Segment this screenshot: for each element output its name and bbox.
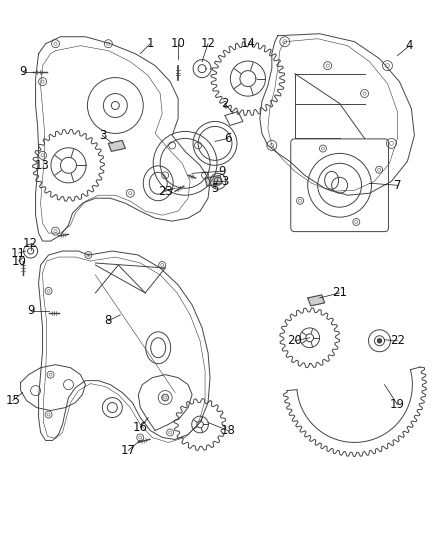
Text: 5: 5 xyxy=(211,182,219,195)
Text: 19: 19 xyxy=(390,398,405,411)
Text: 9: 9 xyxy=(27,304,34,317)
Text: 9: 9 xyxy=(218,165,226,178)
Text: 6: 6 xyxy=(224,132,232,145)
Text: 8: 8 xyxy=(105,314,112,327)
Text: 3: 3 xyxy=(99,129,106,142)
Text: 17: 17 xyxy=(121,444,136,457)
Text: 12: 12 xyxy=(201,37,215,50)
Text: 18: 18 xyxy=(221,424,235,437)
Text: 11: 11 xyxy=(11,247,26,260)
Polygon shape xyxy=(205,175,222,186)
Text: 23: 23 xyxy=(158,185,173,198)
Text: 16: 16 xyxy=(133,421,148,434)
Text: 2: 2 xyxy=(221,97,229,110)
Text: 9: 9 xyxy=(19,65,26,78)
Text: 7: 7 xyxy=(394,179,401,192)
Text: 15: 15 xyxy=(5,394,20,407)
Text: 4: 4 xyxy=(406,39,413,52)
Text: 1: 1 xyxy=(146,37,154,50)
Text: 14: 14 xyxy=(240,37,255,50)
Polygon shape xyxy=(308,295,325,306)
Text: 20: 20 xyxy=(287,334,302,348)
Text: 21: 21 xyxy=(332,286,347,300)
Text: 3: 3 xyxy=(221,175,229,188)
Text: 12: 12 xyxy=(23,237,38,249)
Text: 22: 22 xyxy=(390,334,405,348)
Polygon shape xyxy=(108,140,125,151)
Circle shape xyxy=(378,339,381,343)
Text: 10: 10 xyxy=(171,37,186,50)
Text: 13: 13 xyxy=(35,159,50,172)
Text: 10: 10 xyxy=(11,255,26,268)
